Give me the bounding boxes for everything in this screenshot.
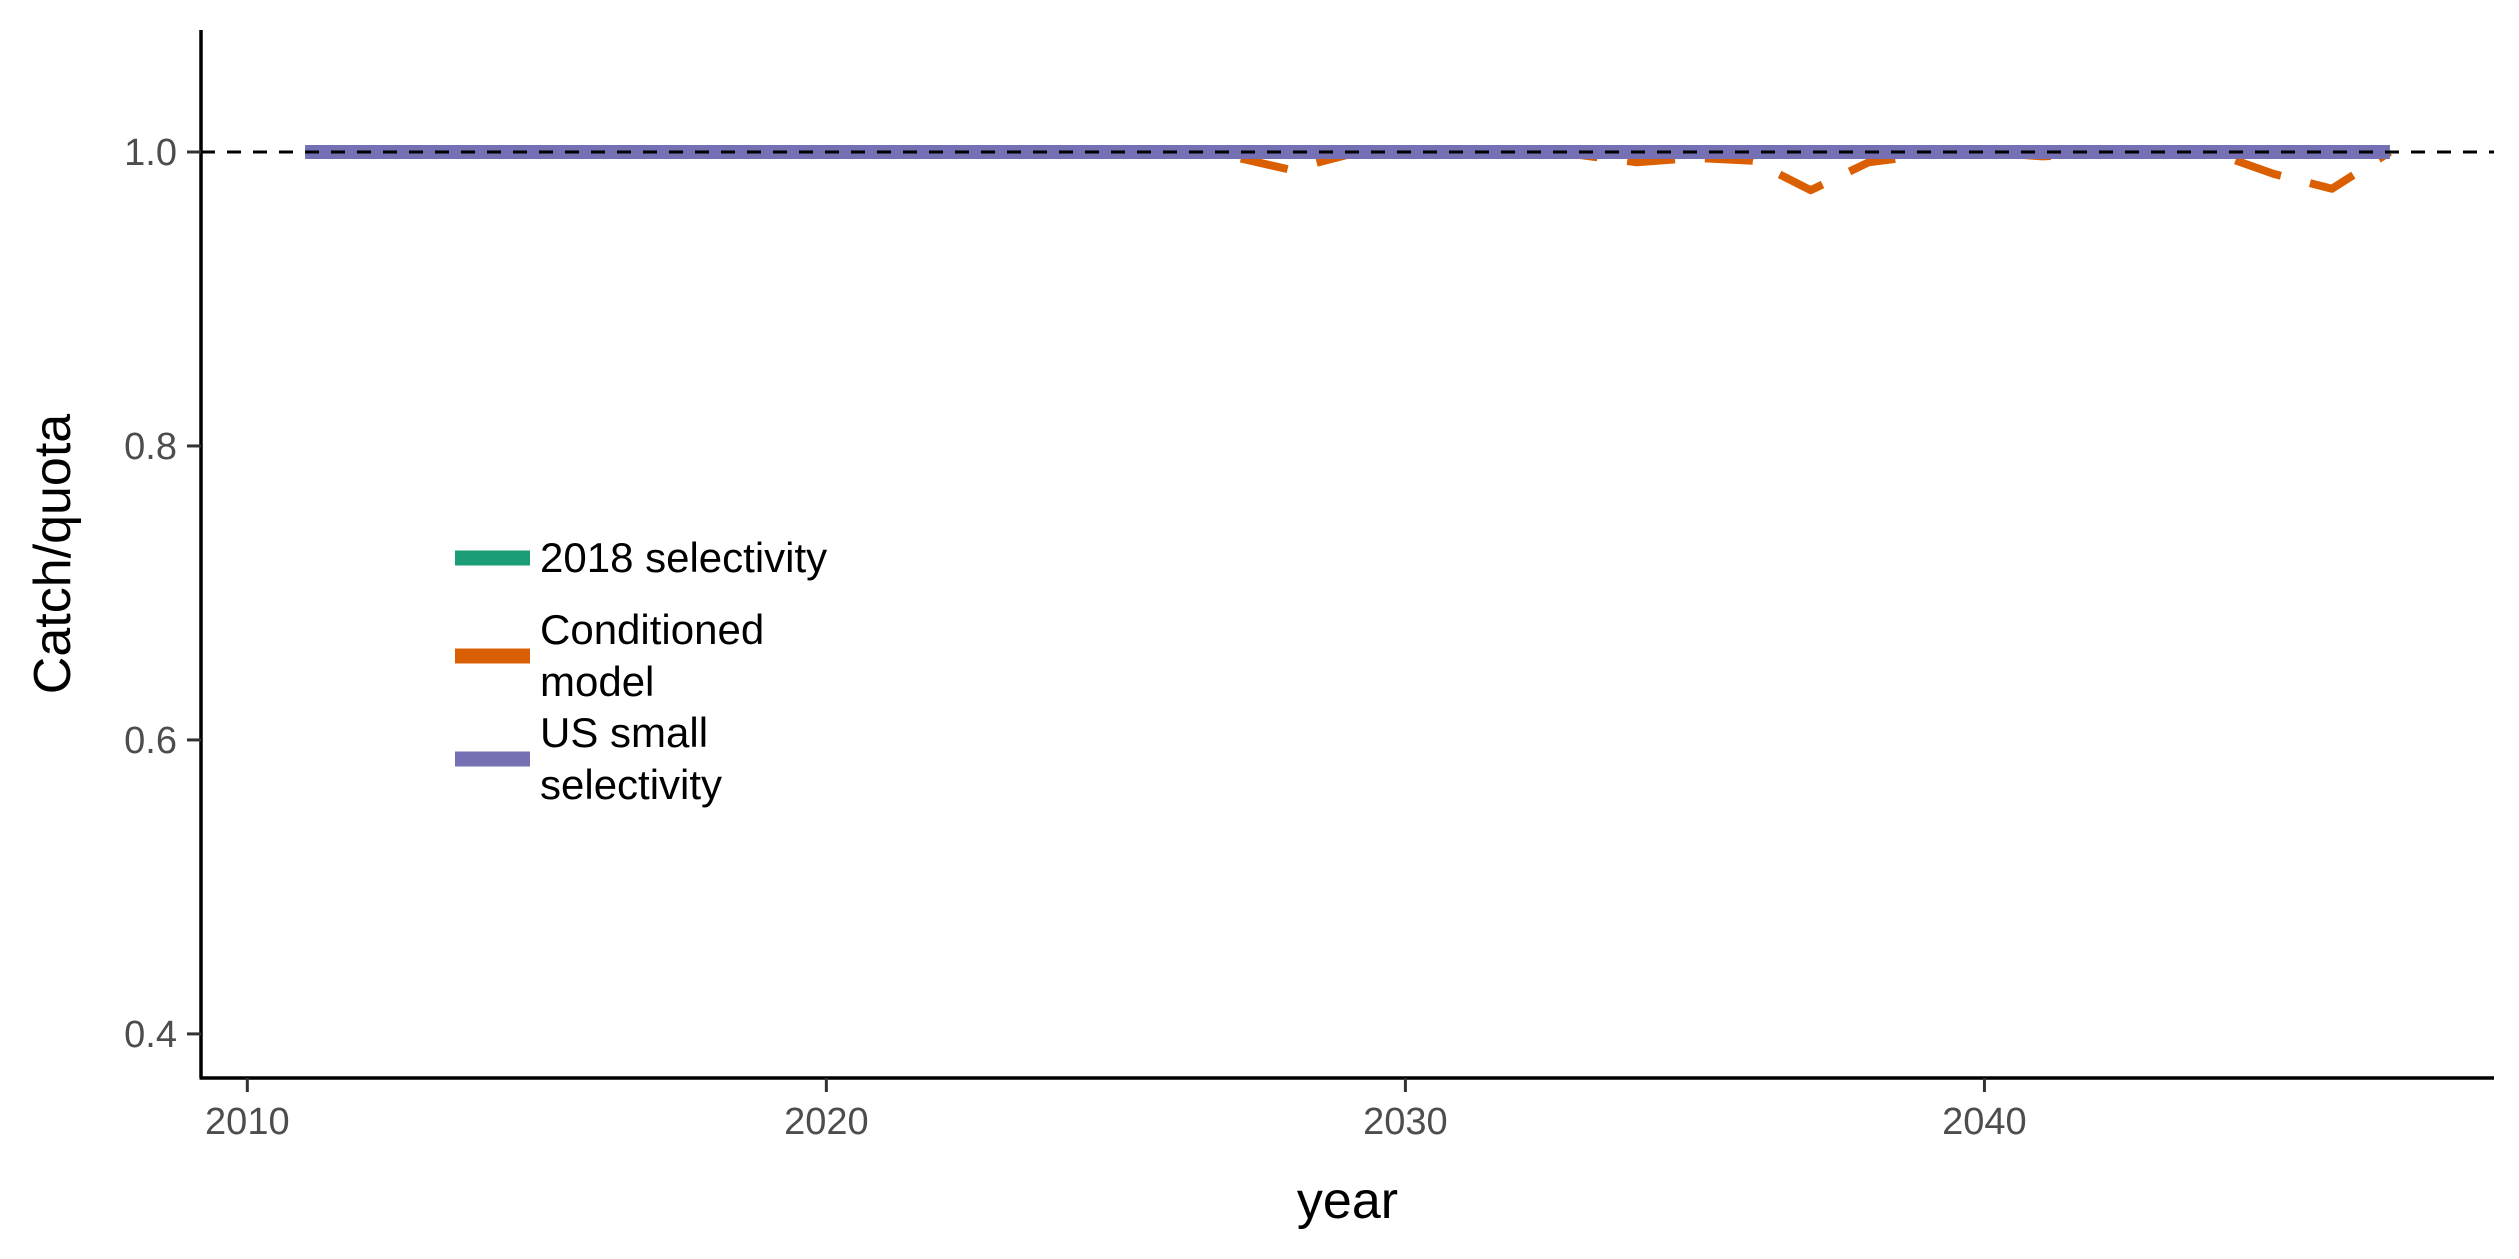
y-tick-label: 0.4 [124, 1014, 177, 1056]
y-axis-title: Catch/quota [24, 414, 82, 694]
legend-label-0: 2018 selectivity [540, 534, 827, 581]
x-axis-title: year [1297, 1172, 1398, 1230]
y-tick-label: 0.8 [124, 426, 177, 468]
axes: 2010 2020 2030 2040 0.4 0.6 0.8 1.0 [124, 30, 2494, 1143]
plot-area [201, 145, 2494, 195]
legend-label-2: US small selectivity [540, 709, 722, 808]
y-tick-label: 1.0 [124, 132, 177, 174]
x-tick-label: 2010 [205, 1101, 290, 1143]
x-tick-label: 2020 [784, 1101, 869, 1143]
x-tick-label: 2040 [1942, 1101, 2027, 1143]
x-tick-label: 2030 [1363, 1101, 1448, 1143]
legend-label-1: Conditioned model [540, 606, 764, 705]
y-tick-label: 0.6 [124, 720, 177, 762]
